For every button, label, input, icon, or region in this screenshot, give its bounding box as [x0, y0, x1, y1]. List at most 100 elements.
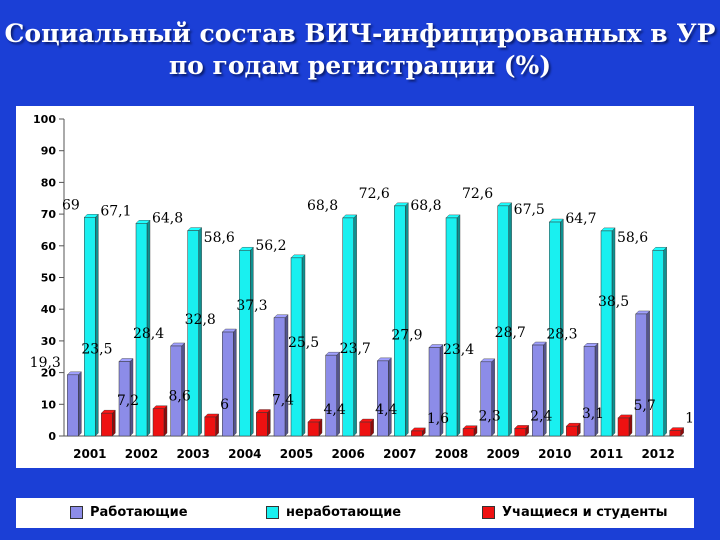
bar	[497, 205, 509, 437]
data-label: 72,6	[462, 186, 493, 202]
bar	[445, 217, 458, 437]
data-label: 7,2	[117, 393, 139, 409]
bar	[549, 221, 561, 437]
y-tick-label: 60	[41, 240, 57, 253]
data-label: 64,8	[152, 211, 183, 227]
data-label: 68,8	[307, 198, 338, 214]
bar	[273, 317, 286, 437]
legend-label-working: Работающие	[90, 505, 188, 520]
data-label: 23,7	[340, 341, 371, 357]
data-label: 64,7	[565, 211, 596, 227]
bar	[428, 347, 441, 437]
bar	[101, 412, 113, 437]
bar	[118, 361, 131, 437]
bar	[222, 331, 234, 437]
y-tick-label: 30	[41, 335, 57, 348]
bar-side	[508, 202, 512, 437]
bar	[135, 223, 148, 437]
bar	[325, 354, 337, 437]
bar	[566, 425, 578, 437]
data-label: 68,8	[410, 198, 441, 214]
bar	[480, 361, 492, 437]
bar	[635, 313, 647, 437]
data-label: 56,2	[255, 238, 286, 254]
data-label: 7,4	[272, 393, 294, 409]
data-label: 25,5	[288, 335, 319, 351]
bar-side	[628, 414, 633, 437]
bar	[377, 360, 389, 437]
chart-title-line1: Социальный состав ВИЧ-инфицированных в У…	[4, 19, 716, 48]
legend-swatch-students	[482, 506, 495, 519]
bar	[532, 344, 544, 437]
bar-side	[284, 314, 289, 437]
bar-side	[95, 213, 99, 437]
data-label: 69	[62, 197, 80, 213]
x-tick-label: 2004	[228, 447, 261, 461]
data-label: 67,1	[100, 203, 131, 219]
x-tick-label: 2002	[125, 447, 158, 461]
bar-side	[215, 413, 219, 437]
legend-label-students: Учащиеся и студенты	[502, 505, 668, 520]
bar	[152, 408, 165, 437]
bar-side	[646, 310, 650, 437]
legend-swatch-working	[70, 506, 83, 519]
x-tick-label: 2001	[73, 447, 106, 461]
data-label: 72,6	[359, 186, 390, 202]
x-tick-label: 2007	[383, 447, 416, 461]
x-tick-label: 2011	[590, 447, 623, 461]
bar-side	[388, 357, 392, 437]
data-label: 6	[220, 397, 229, 413]
bar	[652, 249, 664, 437]
x-tick-label: 2005	[280, 447, 313, 461]
bar-side	[112, 409, 116, 437]
y-tick-label: 80	[41, 176, 57, 189]
legend-item-nonworking: неработающие	[266, 505, 401, 520]
bar	[204, 416, 216, 437]
data-label: 2,3	[479, 409, 501, 425]
data-label: 58,6	[204, 230, 235, 246]
bar	[290, 257, 303, 437]
x-tick-label: 2008	[435, 447, 468, 461]
chart-title: Социальный состав ВИЧ-инфицированных в У…	[0, 18, 720, 82]
bar	[307, 421, 320, 437]
legend-swatch-nonworking	[266, 506, 279, 519]
bar	[359, 421, 371, 437]
bar-side	[336, 351, 340, 437]
bar	[411, 430, 423, 437]
bar-side	[353, 214, 357, 437]
data-label: 19,3	[30, 355, 61, 371]
bar-side	[405, 202, 409, 437]
data-label: 1,6	[427, 411, 449, 427]
y-tick-label: 90	[41, 145, 57, 158]
data-label: 37,3	[236, 298, 267, 314]
bar	[67, 374, 79, 437]
chart-legend: Работающие неработающие Учащиеся и студе…	[16, 498, 694, 528]
bar-side	[78, 371, 82, 437]
legend-label-nonworking: неработающие	[286, 505, 402, 520]
bar	[84, 217, 96, 437]
bar	[600, 230, 613, 437]
bar-side	[198, 227, 202, 437]
bar	[394, 205, 406, 437]
legend-item-working: Работающие	[70, 505, 188, 520]
chart-title-line2: по годам регистрации (%)	[168, 51, 552, 80]
bar	[462, 428, 475, 437]
data-label: 38,5	[598, 294, 629, 310]
data-label: 58,6	[617, 230, 648, 246]
x-tick-label: 2006	[331, 447, 364, 461]
bar	[256, 412, 268, 437]
x-tick-label: 2009	[486, 447, 519, 461]
data-label: 3,1	[582, 406, 604, 422]
bar-side	[250, 246, 254, 437]
bar-side	[267, 409, 271, 437]
data-label: 28,7	[495, 325, 526, 341]
x-tick-label: 2003	[176, 447, 209, 461]
data-label: 32,8	[185, 312, 216, 328]
bar-side	[611, 227, 616, 437]
bar	[187, 230, 199, 437]
y-tick-label: 100	[33, 113, 56, 126]
data-label: 67,5	[514, 202, 545, 218]
data-label: 23,5	[81, 342, 112, 358]
y-tick-label: 50	[41, 272, 57, 285]
y-tick-label: 70	[41, 208, 57, 221]
